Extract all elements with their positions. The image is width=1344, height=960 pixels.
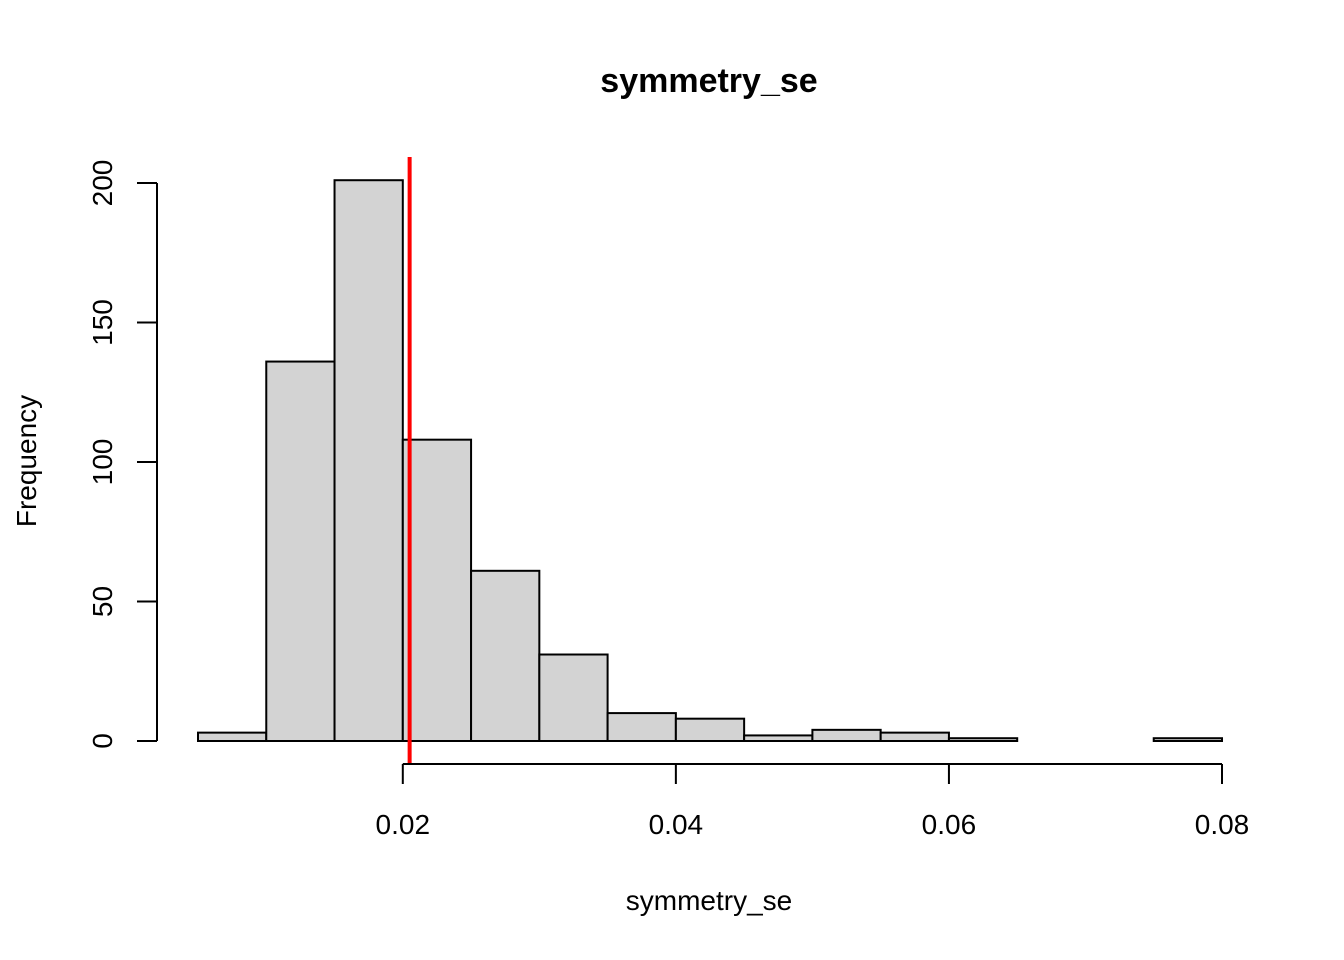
histogram-bar <box>197 731 268 743</box>
y-axis-label: Frequency <box>11 395 42 527</box>
x-tick-label: 0.02 <box>376 809 431 840</box>
histogram-bar <box>606 712 677 742</box>
y-tick-label: 0 <box>87 733 118 749</box>
chart-title: symmetry_se <box>600 62 817 100</box>
histogram-bar <box>743 734 814 742</box>
histogram-bar <box>333 179 404 742</box>
x-tick-label: 0.08 <box>1195 809 1250 840</box>
histogram-bar <box>538 653 609 743</box>
histogram-bar <box>947 737 1019 743</box>
x-axis: 0.02 0.04 0.06 0.08 <box>376 763 1250 840</box>
histogram-bar <box>811 728 882 743</box>
histogram-bar <box>1152 737 1223 743</box>
histogram-bar <box>470 569 541 742</box>
y-tick-label: 50 <box>87 586 118 617</box>
y-tick-label: 150 <box>87 299 118 346</box>
x-tick-label: 0.04 <box>649 809 704 840</box>
y-tick-label: 200 <box>87 160 118 207</box>
histogram-bar <box>674 717 746 742</box>
y-axis: 0 50 100 150 200 <box>87 160 158 749</box>
y-tick-label: 100 <box>87 439 118 486</box>
histogram-bar <box>401 438 473 742</box>
x-axis-label: symmetry_se <box>626 885 792 916</box>
histogram-bar <box>265 360 336 742</box>
histogram-bar <box>879 731 950 743</box>
x-tick-label: 0.06 <box>922 809 977 840</box>
bars-group <box>197 179 1223 743</box>
